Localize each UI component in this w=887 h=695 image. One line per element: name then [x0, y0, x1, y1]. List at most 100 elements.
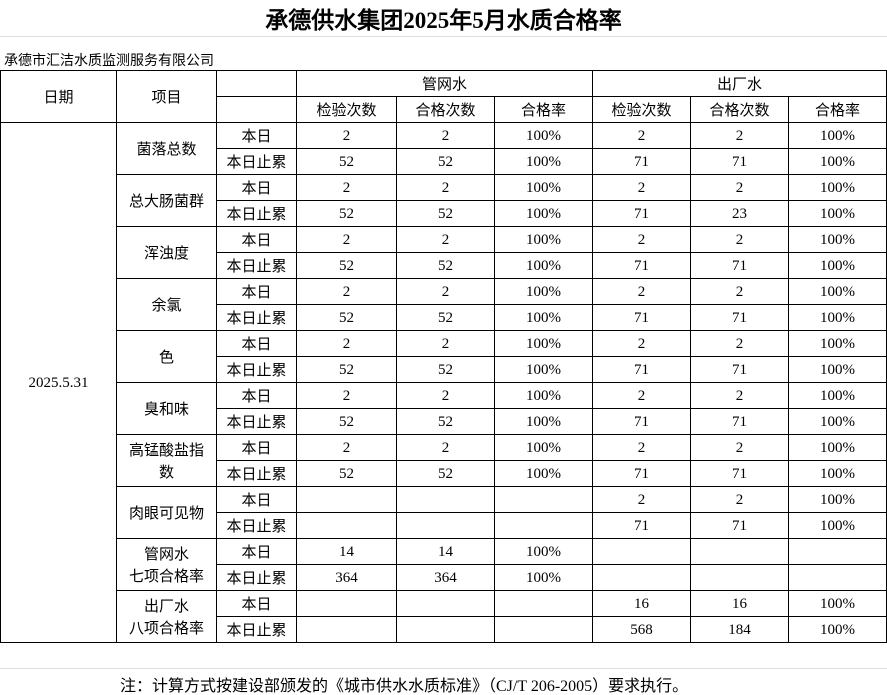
- value-cell: [691, 539, 789, 565]
- period: 本日止累: [217, 201, 297, 227]
- cell-line: 管网水: [143, 544, 189, 563]
- value-cell: 52: [297, 461, 397, 487]
- header-column: 检验次数: [297, 97, 397, 123]
- value-cell: 2: [593, 487, 691, 513]
- value-cell: 2: [593, 435, 691, 461]
- value-cell: 71: [691, 461, 789, 487]
- header-blank: [217, 97, 297, 123]
- value-cell: [691, 565, 789, 591]
- value-cell: 2: [691, 227, 789, 253]
- value-cell: [397, 617, 495, 643]
- value-cell: 2: [691, 435, 789, 461]
- header-item: 项目: [117, 70, 217, 123]
- value-cell: [397, 591, 495, 617]
- period: 本日: [217, 123, 297, 149]
- header-date: 日期: [0, 70, 117, 123]
- item-name: 肉眼可见物: [117, 487, 217, 539]
- value-cell: 14: [297, 539, 397, 565]
- value-cell: [297, 487, 397, 513]
- period: 本日: [217, 539, 297, 565]
- value-cell: [397, 513, 495, 539]
- value-cell: 100%: [789, 591, 887, 617]
- item-name: 出厂水 八项合格率: [117, 591, 217, 643]
- cell-line: 数: [158, 462, 174, 481]
- value-cell: 71: [691, 513, 789, 539]
- value-cell: 100%: [789, 435, 887, 461]
- header-column: 合格率: [495, 97, 593, 123]
- value-cell: 52: [397, 201, 495, 227]
- value-cell: 23: [691, 201, 789, 227]
- value-cell: 2: [593, 123, 691, 149]
- cell-line: 七项合格率: [128, 566, 204, 585]
- value-cell: [297, 591, 397, 617]
- value-cell: 100%: [495, 123, 593, 149]
- value-cell: 100%: [789, 487, 887, 513]
- value-cell: [495, 487, 593, 513]
- value-cell: 71: [593, 305, 691, 331]
- value-cell: 100%: [789, 409, 887, 435]
- header-column: 合格次数: [397, 97, 495, 123]
- period: 本日止累: [217, 565, 297, 591]
- value-cell: 2: [691, 331, 789, 357]
- value-cell: 100%: [789, 357, 887, 383]
- value-cell: 100%: [495, 331, 593, 357]
- cell-line: 高锰酸盐指: [128, 440, 204, 459]
- value-cell: 364: [397, 565, 495, 591]
- value-cell: [495, 617, 593, 643]
- value-cell: 2: [297, 175, 397, 201]
- value-cell: 100%: [789, 461, 887, 487]
- value-cell: 100%: [495, 409, 593, 435]
- value-cell: 100%: [789, 149, 887, 175]
- period: 本日止累: [217, 461, 297, 487]
- value-cell: 2: [593, 279, 691, 305]
- period: 本日止累: [217, 357, 297, 383]
- note: 注：计算方式按建设部颁发的《城市供水水质标准》（CJ/T 206-2005）要求…: [120, 678, 689, 695]
- value-cell: 100%: [789, 253, 887, 279]
- value-cell: 2: [297, 227, 397, 253]
- value-cell: 100%: [495, 383, 593, 409]
- cell-line: 出厂水: [143, 596, 189, 615]
- period: 本日: [217, 591, 297, 617]
- value-cell: 52: [297, 149, 397, 175]
- value-cell: 2: [297, 435, 397, 461]
- header-column: 合格率: [789, 97, 887, 123]
- item-name: 浑浊度: [117, 227, 217, 279]
- period: 本日止累: [217, 305, 297, 331]
- cell-lines: 管网水 七项合格率: [129, 543, 204, 587]
- value-cell: 71: [593, 513, 691, 539]
- item-name: 管网水 七项合格率: [117, 539, 217, 591]
- value-cell: 2: [397, 227, 495, 253]
- period: 本日: [217, 279, 297, 305]
- value-cell: 100%: [789, 513, 887, 539]
- value-cell: 71: [593, 149, 691, 175]
- item-name: 臭和味: [117, 383, 217, 435]
- header-blank: [217, 70, 297, 97]
- value-cell: 52: [297, 305, 397, 331]
- item-name: 余氯: [117, 279, 217, 331]
- value-cell: 2: [297, 123, 397, 149]
- value-cell: 16: [593, 591, 691, 617]
- value-cell: 100%: [789, 279, 887, 305]
- cell-line: 八项合格率: [128, 618, 204, 637]
- item-name: 总大肠菌群: [117, 175, 217, 227]
- value-cell: 71: [691, 253, 789, 279]
- row-line: [0, 668, 887, 669]
- value-cell: 100%: [495, 279, 593, 305]
- value-cell: 71: [593, 253, 691, 279]
- value-cell: [593, 539, 691, 565]
- value-cell: 52: [297, 253, 397, 279]
- value-cell: 2: [397, 279, 495, 305]
- value-cell: [789, 539, 887, 565]
- value-cell: 100%: [495, 435, 593, 461]
- value-cell: 100%: [789, 227, 887, 253]
- period: 本日: [217, 487, 297, 513]
- value-cell: 52: [397, 305, 495, 331]
- value-cell: [297, 513, 397, 539]
- value-cell: 52: [297, 201, 397, 227]
- value-cell: 100%: [495, 227, 593, 253]
- value-cell: 2: [397, 383, 495, 409]
- header-group: 管网水: [297, 70, 593, 97]
- cell-lines: 高锰酸盐指数: [129, 439, 204, 483]
- value-cell: 71: [593, 461, 691, 487]
- value-cell: 71: [691, 409, 789, 435]
